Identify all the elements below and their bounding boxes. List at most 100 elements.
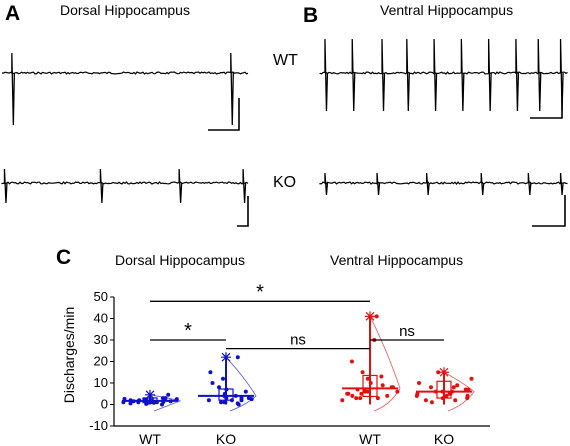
max-marker (439, 367, 449, 378)
significance-bar: ns (226, 332, 370, 350)
data-point (161, 399, 166, 404)
x-tick-label: WT (139, 431, 161, 446)
spike (178, 168, 183, 204)
max-marker (145, 389, 155, 400)
row-label-ko: KO (273, 174, 297, 191)
data-point (235, 401, 240, 406)
max-marker (365, 311, 375, 322)
data-point (340, 398, 345, 403)
y-tick-label: 10 (94, 375, 108, 390)
chart-svg: -10 0 10 20 30 40 50 * * ns ns WT KO WT KO Discharge… (61, 281, 490, 446)
data-point (350, 393, 355, 398)
spike (381, 38, 386, 112)
spike (3, 168, 8, 204)
data-point (249, 397, 254, 402)
data-point (360, 370, 365, 375)
data-point (429, 385, 433, 390)
data-point (168, 399, 173, 404)
spike (527, 172, 532, 196)
data-point (235, 355, 240, 360)
data-point (154, 400, 159, 405)
significance-bar: * (150, 320, 226, 342)
spike (487, 38, 492, 112)
data-point (365, 389, 370, 394)
data-point (345, 391, 350, 396)
plot-area (121, 311, 475, 412)
series-ventral-wt (340, 311, 401, 412)
data-point (354, 396, 359, 401)
data-point (223, 400, 228, 405)
data-point (222, 391, 227, 396)
trace-dorsal-ko (1, 168, 249, 204)
x-axis-labels: WT KO WT KO (139, 431, 454, 446)
box (362, 374, 378, 398)
spike (559, 172, 564, 196)
data-point (395, 389, 400, 394)
data-point (128, 398, 133, 403)
spike (515, 38, 520, 112)
data-point (379, 374, 384, 379)
data-point (359, 391, 364, 396)
data-point (210, 381, 215, 385)
spike (242, 168, 247, 204)
panel-a-title: Dorsal Hippocampus (60, 2, 190, 18)
x-tick-label: KO (434, 431, 454, 446)
data-point (219, 400, 223, 405)
panel-b-title: Ventral Hippocampus (380, 2, 514, 18)
spike (537, 38, 542, 112)
spike (11, 52, 15, 126)
y-tick-label: 40 (94, 311, 108, 326)
data-point (208, 370, 213, 375)
series-dorsal-wt (121, 389, 182, 412)
row-label-wt: WT (273, 52, 298, 69)
data-point (380, 383, 385, 388)
data-point (229, 398, 234, 403)
y-axis: -10 0 10 20 30 40 50 (89, 289, 490, 433)
data-point (440, 396, 445, 401)
data-point (450, 389, 455, 394)
data-point (414, 393, 419, 398)
data-point (365, 376, 370, 381)
data-point (453, 398, 458, 403)
significance-bars: * * ns ns (150, 281, 444, 350)
y-tick-label: 0 (101, 397, 108, 412)
data-point (375, 396, 380, 401)
spike (230, 52, 234, 126)
max-marker (221, 352, 231, 363)
scale-bar-dorsal-ko (237, 196, 249, 227)
data-point (429, 400, 434, 405)
traces-svg (1, 38, 568, 227)
data-point (206, 398, 211, 403)
data-point (423, 398, 428, 403)
spike (433, 38, 438, 112)
y-axis-label: Discharges/min (61, 307, 77, 403)
data-point (174, 397, 179, 402)
data-point (144, 401, 149, 406)
data-point (465, 393, 470, 398)
spike (99, 168, 104, 204)
panel-a-letter: A (5, 2, 21, 25)
panel-c-left-title: Dorsal Hippocampus (115, 252, 245, 268)
x-tick-label: KO (216, 431, 236, 446)
data-point (160, 396, 165, 401)
data-point (463, 387, 468, 392)
spike (406, 38, 410, 112)
violin-outline (149, 394, 182, 412)
significance-bar: ns (370, 323, 444, 341)
data-point (469, 376, 474, 381)
data-point (166, 392, 171, 397)
data-point (374, 314, 379, 319)
scale-bar-ventral-wt (530, 86, 563, 119)
y-tick-label: 30 (94, 332, 108, 347)
significance-bar: * (150, 281, 370, 303)
y-tick-label: 50 (94, 289, 108, 304)
data-point (239, 396, 244, 401)
data-point (144, 397, 149, 402)
significance-label: * (256, 281, 264, 303)
spike (460, 38, 465, 112)
violin-outline (443, 371, 475, 412)
data-point (451, 385, 456, 390)
data-point (128, 401, 133, 406)
data-point (358, 396, 363, 401)
data-point (362, 387, 367, 392)
